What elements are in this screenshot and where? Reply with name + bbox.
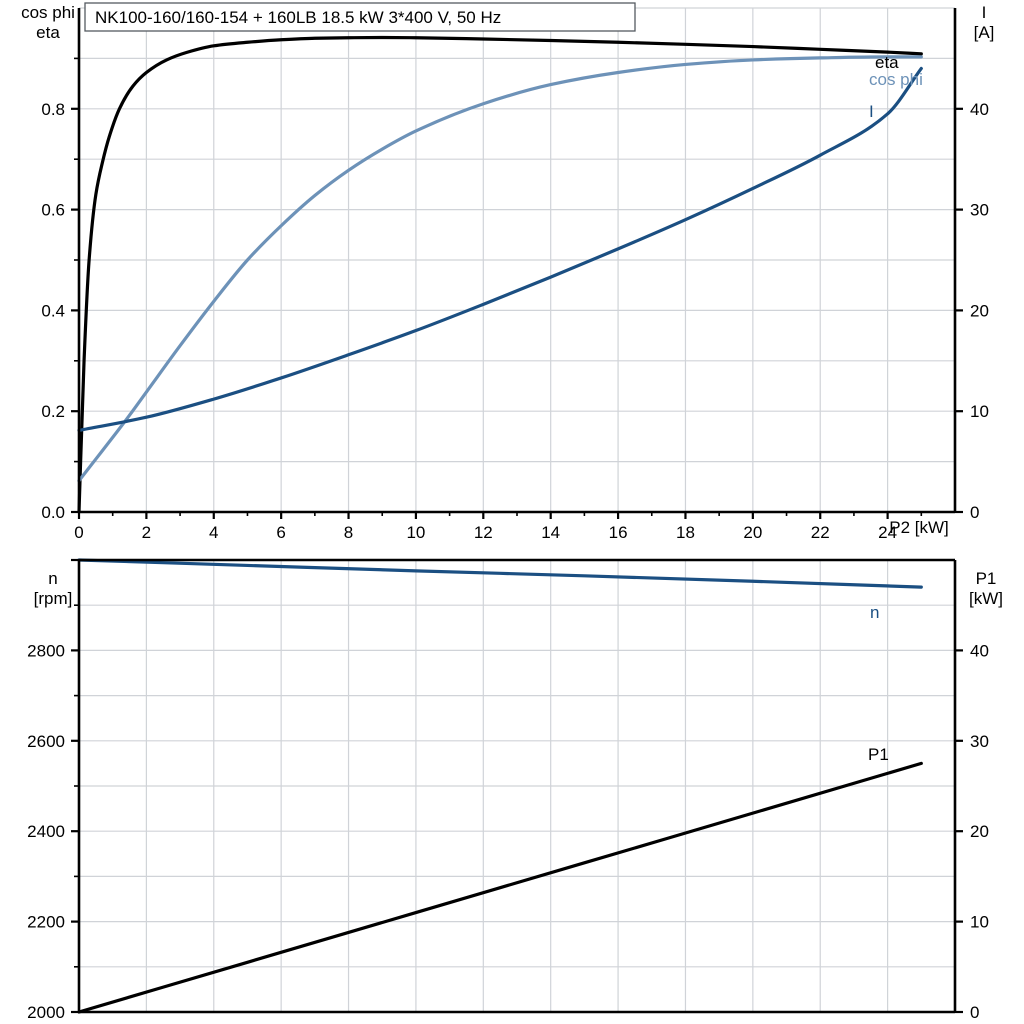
curve-label-cos-phi: cos phi [869, 70, 923, 89]
svg-text:2600: 2600 [27, 732, 65, 751]
svg-text:30: 30 [970, 732, 989, 751]
svg-text:0.2: 0.2 [41, 402, 65, 421]
lower-left-axis-label-line1: n [48, 569, 57, 588]
svg-text:12: 12 [474, 523, 493, 542]
upper-left-axis-label-line2: eta [36, 23, 60, 42]
curve-label-speed: n [870, 603, 879, 622]
lower-right-axis-label-line1: P1 [976, 569, 997, 588]
title-label: NK100-160/160-154 + 160LB 18.5 kW 3*400 … [95, 8, 501, 27]
upper-axes: 0 2 4 6 8 10 12 14 16 18 20 22 240.00.20.40.60.80102… [41, 8, 989, 542]
svg-text:22: 22 [811, 523, 830, 542]
upper-right-axis-label-line1: I [982, 3, 987, 22]
svg-text:20: 20 [743, 523, 762, 542]
svg-text:40: 40 [970, 100, 989, 119]
lower-grid [79, 559, 956, 1013]
svg-text:2000: 2000 [27, 1003, 65, 1022]
x-axis-label: P2 [kW] [889, 518, 949, 537]
svg-text:0.8: 0.8 [41, 100, 65, 119]
svg-text:0.6: 0.6 [41, 201, 65, 220]
svg-text:16: 16 [609, 523, 628, 542]
lower-right-axis-label-line2: [kW] [969, 589, 1003, 608]
svg-text:10: 10 [970, 913, 989, 932]
svg-text:0.0: 0.0 [41, 503, 65, 522]
svg-text:2400: 2400 [27, 822, 65, 841]
lower-chart: 2000 2200 2400 2600 2800 0 10 20 30 40 n [rpm] P1… [27, 558, 1003, 1022]
svg-text:0: 0 [970, 1003, 979, 1022]
svg-text:10: 10 [406, 523, 425, 542]
svg-text:0.4: 0.4 [41, 301, 65, 320]
upper-grid [79, 7, 956, 513]
lower-labels: n [rpm] P1 [kW] n P1 [34, 569, 1003, 764]
svg-text:30: 30 [970, 201, 989, 220]
svg-text:14: 14 [541, 523, 560, 542]
upper-labels: cos phi eta I [A] P2 [kW] eta cos phi I [21, 3, 994, 537]
curve-label-current: I [869, 102, 874, 121]
svg-text:10: 10 [970, 402, 989, 421]
svg-text:2800: 2800 [27, 641, 65, 660]
title-box [84, 2, 636, 32]
lower-left-axis-label-line2: [rpm] [34, 589, 73, 608]
upper-curves [77, 35, 923, 514]
svg-text:20: 20 [970, 301, 989, 320]
svg-text:2200: 2200 [27, 913, 65, 932]
svg-text:0: 0 [970, 503, 979, 522]
svg-text:2: 2 [142, 523, 151, 542]
curve-label-eta: eta [875, 53, 899, 72]
svg-text:0: 0 [74, 523, 83, 542]
curve-label-p1: P1 [868, 745, 889, 764]
svg-text:18: 18 [676, 523, 695, 542]
svg-text:24: 24 [878, 523, 897, 542]
svg-text:4: 4 [209, 523, 218, 542]
upper-right-axis-label-line2: [A] [974, 23, 995, 42]
lower-curves [77, 558, 923, 1014]
title-banner: NK100-160/160-154 + 160LB 18.5 kW 3*400 … [84, 2, 636, 32]
svg-text:8: 8 [344, 523, 353, 542]
upper-left-axis-label-line1: cos phi [21, 3, 75, 22]
lower-axes: 2000 2200 2400 2600 2800 0 10 20 30 40 [27, 558, 989, 1022]
upper-chart: 0 2 4 6 8 10 12 14 16 18 20 22 240.00.20.40.60.80102… [21, 2, 994, 542]
svg-text:40: 40 [970, 641, 989, 660]
svg-text:20: 20 [970, 822, 989, 841]
svg-text:6: 6 [276, 523, 285, 542]
